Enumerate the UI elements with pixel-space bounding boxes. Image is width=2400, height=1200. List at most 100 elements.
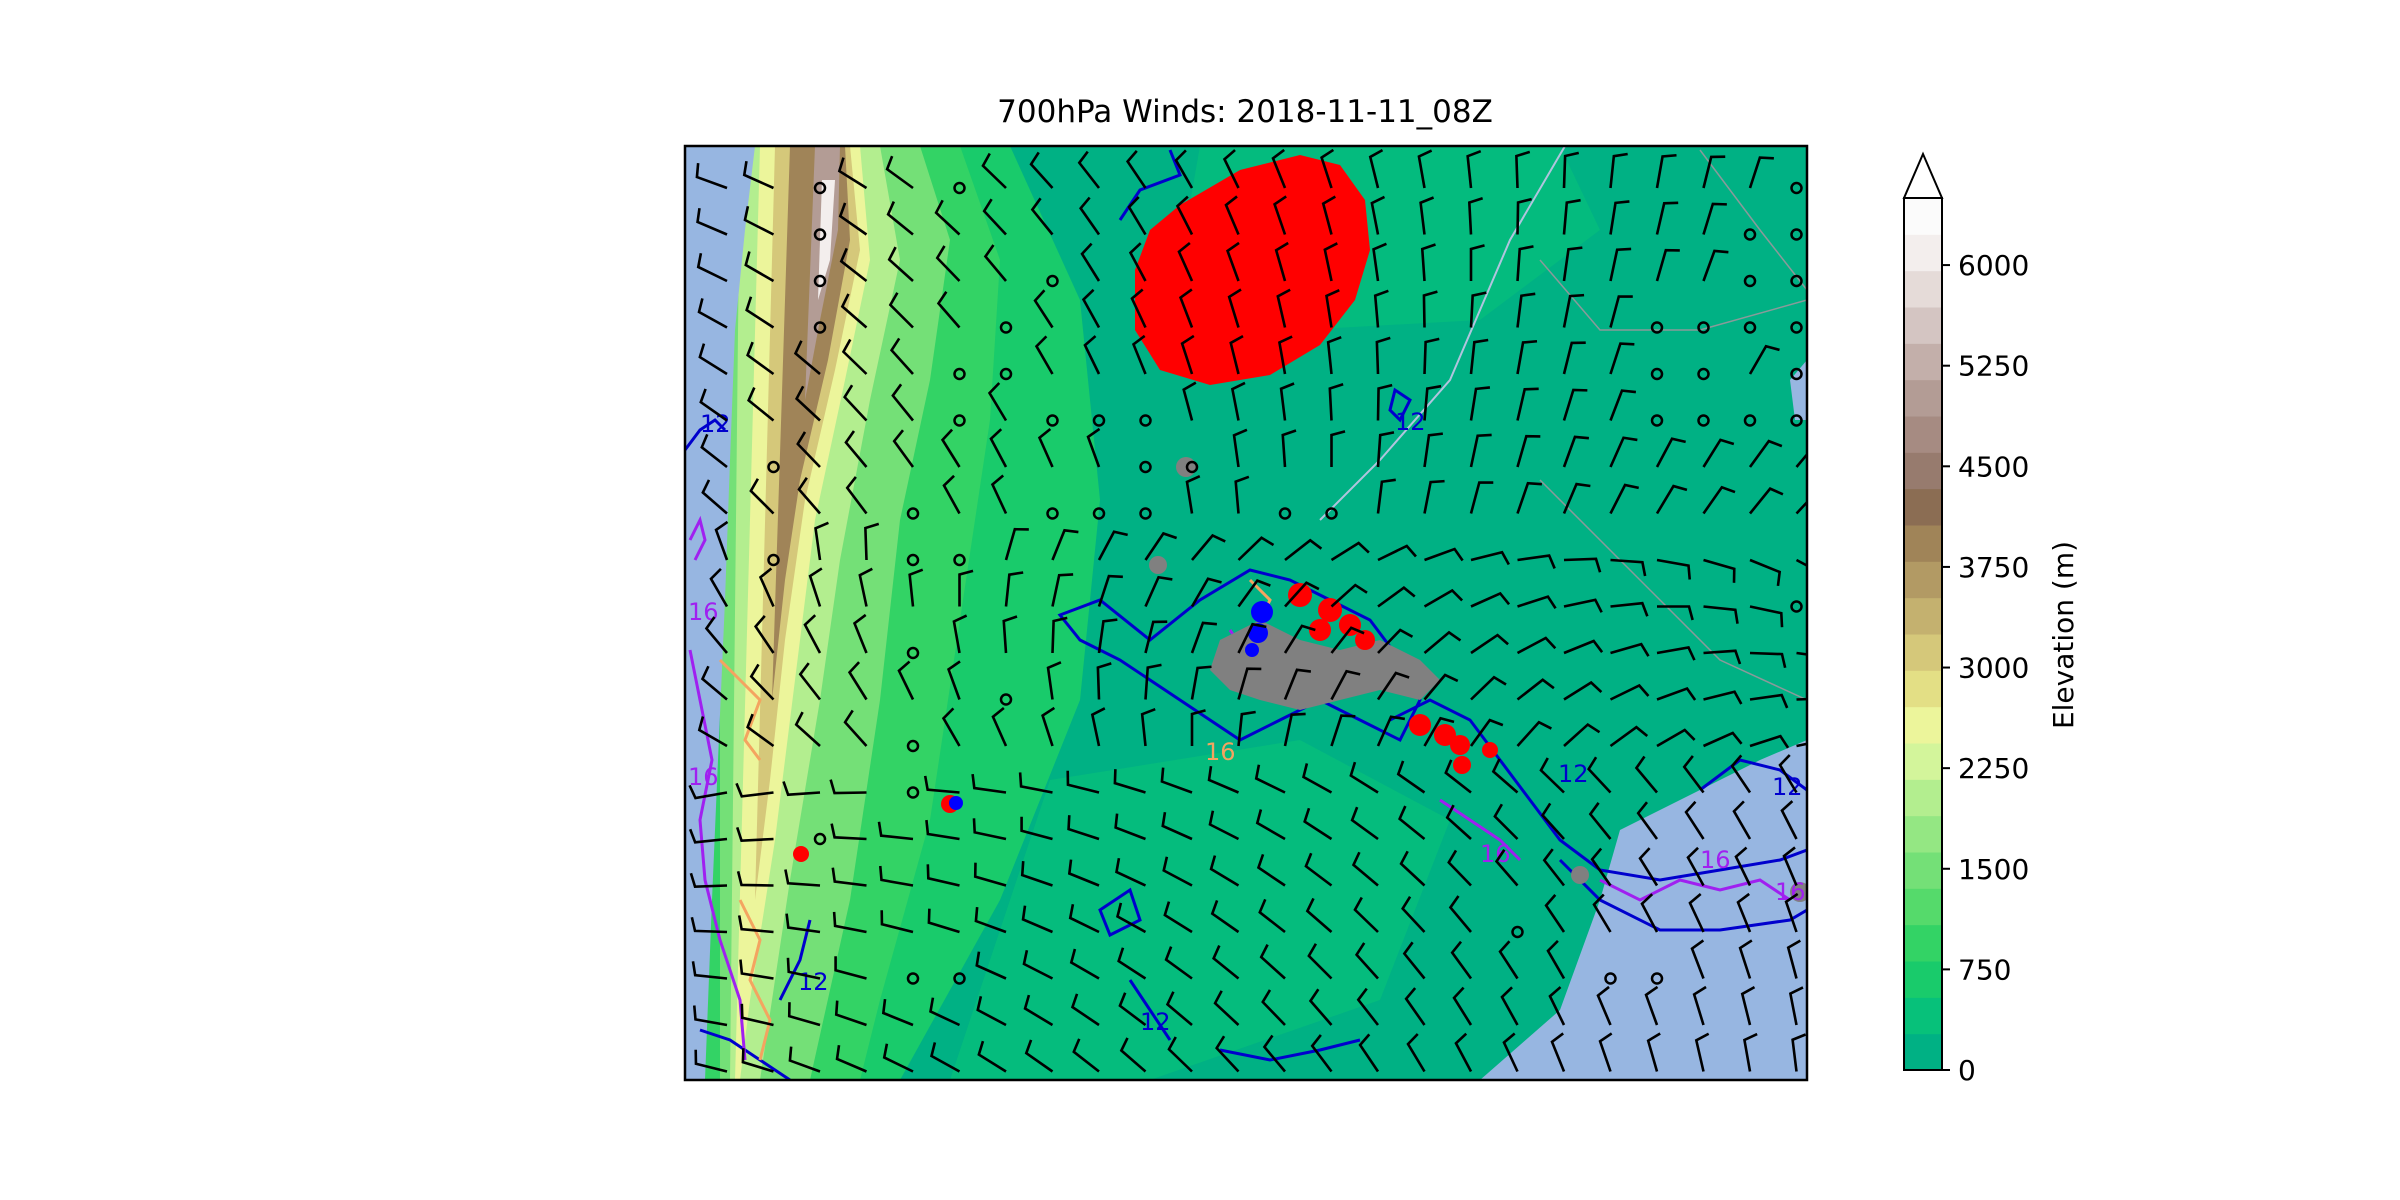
wind-barb bbox=[1302, 763, 1333, 794]
wind-barb bbox=[1470, 675, 1507, 701]
wind-barb bbox=[794, 385, 821, 422]
wind-barb bbox=[930, 1042, 961, 1073]
contour-label-16: 16 bbox=[1700, 846, 1731, 874]
wind-barb bbox=[1686, 846, 1705, 887]
wind-barb bbox=[1749, 693, 1789, 709]
wind-barb bbox=[1284, 581, 1320, 608]
wind-barb bbox=[1377, 628, 1414, 654]
wind-barb bbox=[1562, 388, 1588, 421]
calm-wind-circle bbox=[1697, 321, 1710, 334]
wind-barb bbox=[1079, 196, 1101, 236]
border-line-3 bbox=[1539, 479, 1807, 701]
calm-wind-circle bbox=[1790, 600, 1803, 613]
blue-marker bbox=[1251, 601, 1273, 623]
wind-barb bbox=[885, 155, 914, 190]
calm-wind-circle bbox=[1046, 274, 1059, 288]
wind-barb bbox=[990, 474, 1008, 515]
wind-barb bbox=[1185, 475, 1201, 514]
wind-barb bbox=[1588, 802, 1612, 840]
wind-barb bbox=[908, 568, 924, 607]
wind-barb bbox=[1546, 939, 1566, 980]
wind-barb bbox=[1544, 894, 1566, 933]
wind-barb bbox=[1742, 1032, 1758, 1072]
wind-barb bbox=[1167, 1036, 1193, 1073]
calm-wind-circle bbox=[813, 832, 827, 846]
wind-barb bbox=[1515, 150, 1531, 189]
wind-barb bbox=[1370, 195, 1386, 235]
wind-barb bbox=[1539, 757, 1565, 794]
wind-barb bbox=[830, 823, 867, 841]
wind-barb bbox=[1419, 196, 1435, 235]
wind-barb bbox=[1454, 1032, 1473, 1073]
wind-barb bbox=[1548, 986, 1566, 1026]
red-marker bbox=[1409, 714, 1431, 736]
wind-barb bbox=[782, 781, 821, 797]
wind-barb bbox=[897, 660, 915, 701]
wind-barb bbox=[972, 818, 1007, 841]
wind-barb bbox=[1749, 558, 1782, 587]
wind-barb bbox=[1646, 1032, 1661, 1072]
calm-wind-circle bbox=[1650, 321, 1664, 334]
contour-label-12: 12 bbox=[1140, 1008, 1171, 1036]
wind-barb bbox=[1034, 335, 1054, 375]
wind-barb bbox=[1563, 639, 1604, 655]
colorbar-segment bbox=[1904, 1033, 1942, 1071]
wind-barb bbox=[1398, 805, 1426, 841]
wind-barb bbox=[1330, 626, 1365, 654]
wind-barb bbox=[1640, 893, 1659, 933]
wind-barb bbox=[1097, 574, 1123, 607]
wind-barb bbox=[740, 1003, 774, 1027]
wind-barb bbox=[1212, 945, 1240, 980]
wind-barb bbox=[886, 201, 914, 236]
wind-barb bbox=[840, 293, 868, 329]
wind-barb bbox=[1191, 533, 1226, 561]
wind-barb bbox=[1030, 197, 1054, 236]
wind-barb bbox=[1090, 707, 1106, 747]
wind-barb bbox=[1024, 1039, 1054, 1073]
wind-barbs-layer bbox=[688, 148, 1807, 1073]
colorbar-segment bbox=[1904, 888, 1942, 926]
terrain-band-2500m bbox=[755, 146, 860, 900]
red-fire-cluster-large bbox=[1135, 155, 1370, 385]
calm-wind-circle bbox=[1790, 321, 1803, 334]
wind-barb bbox=[929, 997, 961, 1027]
wind-barb bbox=[1730, 754, 1752, 794]
wind-barb bbox=[1208, 810, 1240, 841]
wind-barb bbox=[1469, 718, 1504, 747]
wind-barb bbox=[1655, 201, 1679, 235]
wind-barb bbox=[749, 478, 775, 515]
colorbar-segment bbox=[1904, 488, 1942, 526]
red-marker bbox=[793, 846, 809, 862]
red-marker bbox=[1288, 583, 1312, 607]
calm-wind-circle bbox=[999, 321, 1013, 334]
wind-barb bbox=[1376, 383, 1393, 421]
wind-barb bbox=[1279, 382, 1295, 421]
border-line-2 bbox=[1699, 149, 1807, 291]
colorbar-segment bbox=[1904, 743, 1942, 780]
calm-wind-circle bbox=[1743, 321, 1757, 334]
wind-barb bbox=[1423, 337, 1440, 375]
wind-barb bbox=[1190, 665, 1212, 700]
wind-barb bbox=[1609, 483, 1639, 515]
calm-wind-circle bbox=[906, 507, 920, 520]
wind-barb bbox=[689, 872, 728, 888]
colorbar-segment bbox=[1904, 670, 1942, 708]
wind-barb bbox=[1160, 767, 1193, 794]
wind-barb bbox=[688, 784, 728, 800]
wind-barb bbox=[843, 709, 868, 747]
wind-barb bbox=[1037, 427, 1054, 468]
wind-barb bbox=[1066, 770, 1100, 794]
red-marker bbox=[1482, 742, 1498, 758]
blue-marker bbox=[1248, 623, 1268, 643]
wind-barb bbox=[1230, 381, 1246, 421]
wind-barb bbox=[858, 567, 873, 607]
colorbar-extend-arrow bbox=[1902, 151, 1944, 199]
wind-barb bbox=[1127, 196, 1147, 236]
wind-barb bbox=[1423, 479, 1445, 514]
wind-barb bbox=[1702, 485, 1736, 515]
wind-barb bbox=[1469, 433, 1492, 468]
wind-barb bbox=[1748, 156, 1774, 189]
wind-barb bbox=[1086, 427, 1101, 468]
wind-barb bbox=[1180, 334, 1195, 375]
wind-barb bbox=[1516, 678, 1555, 701]
